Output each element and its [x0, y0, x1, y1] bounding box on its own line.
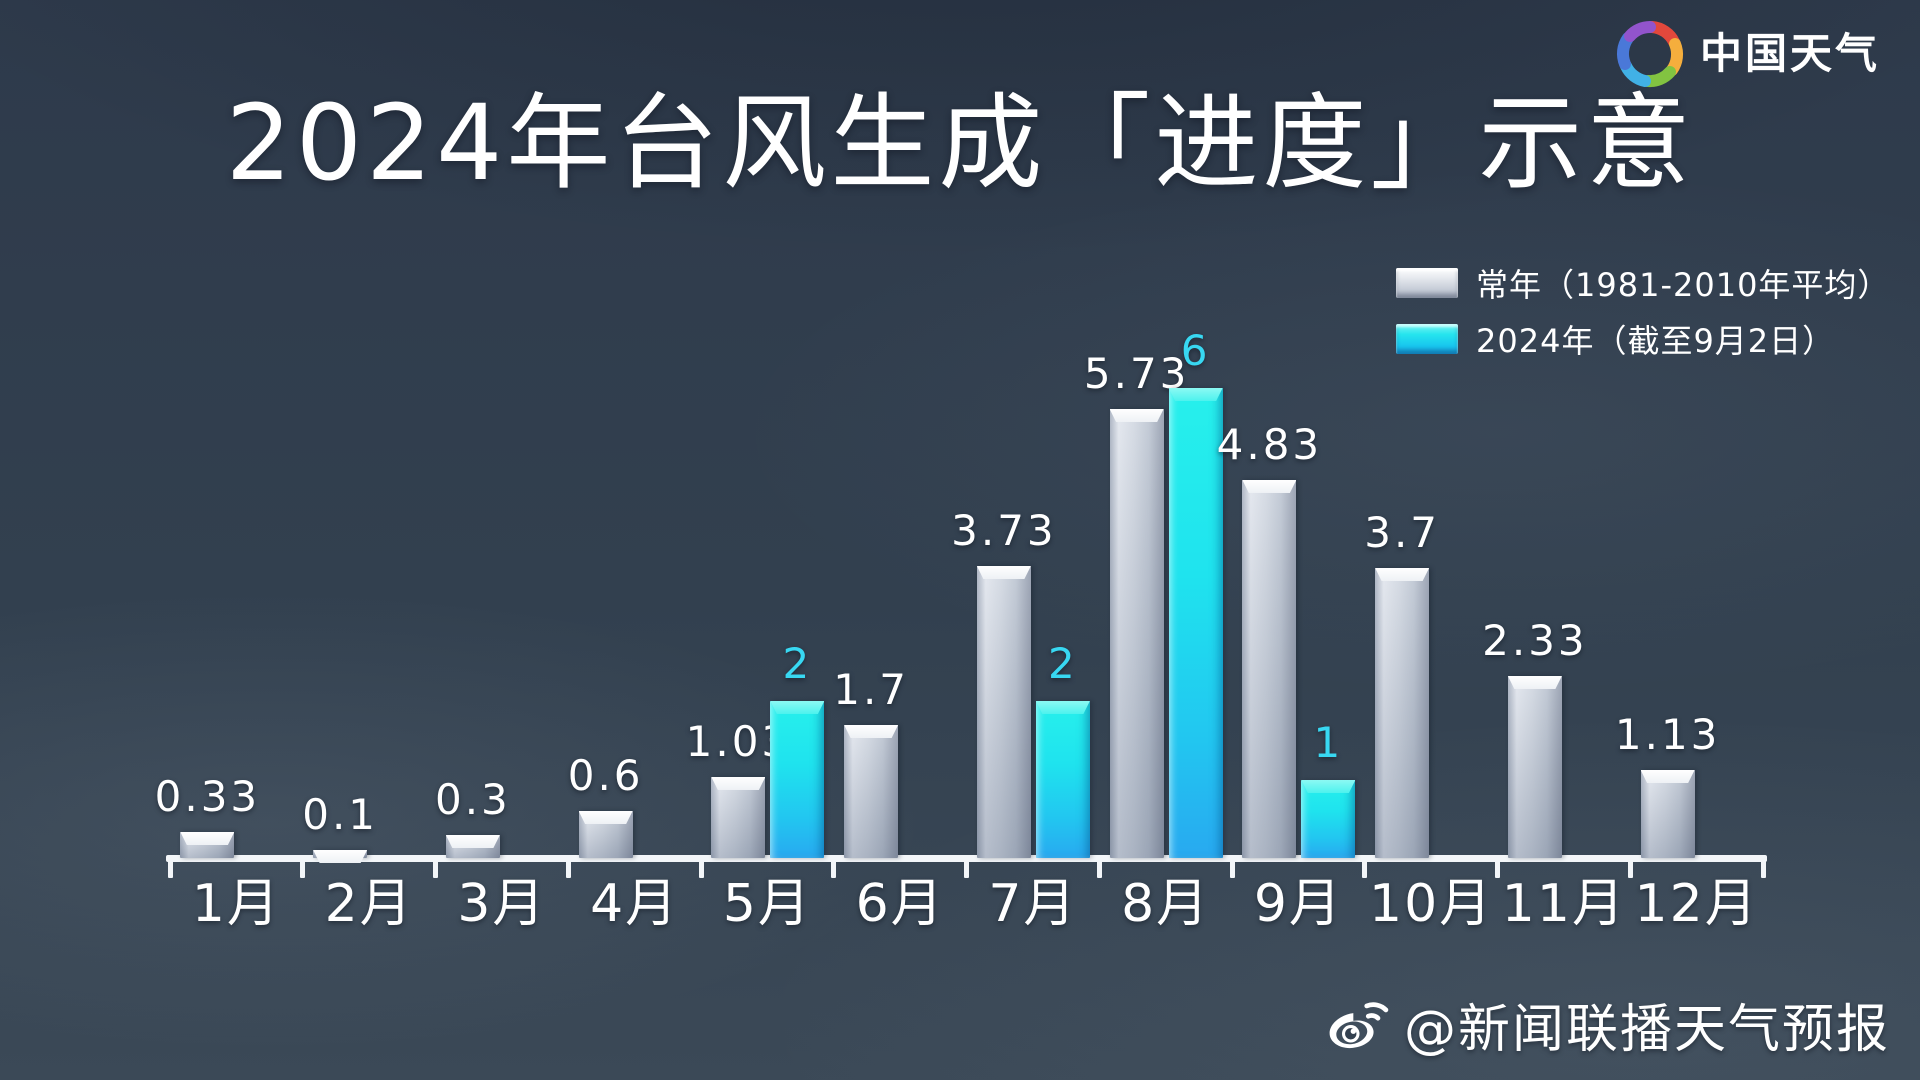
bar-top-bevel	[1507, 676, 1562, 689]
bar-changnian-5月	[711, 777, 766, 858]
bar-2024-8月	[1168, 388, 1223, 858]
weibo-icon	[1329, 1001, 1389, 1048]
bar-top-bevel	[180, 832, 235, 845]
bar-changnian-8月	[1109, 409, 1164, 858]
month-label-1月: 1月	[191, 874, 281, 934]
x-axis-tick	[167, 856, 173, 878]
bar-changnian-3月	[445, 835, 500, 858]
x-axis-tick	[831, 856, 837, 878]
x-axis-tick	[1096, 856, 1102, 878]
value-label-changnian: 1.13	[1614, 710, 1721, 759]
legend-item-changnian: 常年（1981-2010年平均）	[1396, 266, 1890, 304]
value-label-changnian: 3.73	[951, 506, 1057, 555]
bar-changnian-12月	[1640, 770, 1695, 858]
x-axis-tick	[964, 856, 969, 878]
bar-changnian-4月	[578, 811, 633, 858]
month-label-5月: 5月	[722, 874, 812, 934]
month-label-12月: 12月	[1634, 874, 1759, 934]
watermark-text: @新闻联播天气预报	[1403, 1000, 1890, 1060]
month-label-7月: 7月	[988, 874, 1078, 934]
x-axis-tick	[1627, 856, 1633, 878]
month-label-11月: 11月	[1501, 874, 1626, 934]
bar-changnian-1月	[180, 832, 235, 858]
x-axis-tick	[300, 856, 306, 878]
x-axis-tick	[565, 856, 571, 878]
legend-label: 常年（1981-2010年平均）	[1476, 266, 1891, 304]
month-label-8月: 8月	[1121, 874, 1211, 934]
value-label-2024: 6	[1180, 326, 1211, 375]
bar-top-bevel	[1035, 701, 1090, 714]
bar-top-bevel	[1168, 388, 1223, 401]
weibo-watermark: @新闻联播天气预报	[1326, 987, 1890, 1062]
bar-changnian-2月	[313, 850, 368, 863]
bar-top-bevel	[313, 850, 368, 863]
bar-top-bevel	[844, 725, 899, 738]
value-label-changnian: 2.33	[1482, 616, 1588, 665]
month-label-6月: 6月	[855, 874, 945, 934]
bar-top-bevel	[976, 566, 1031, 579]
bar-top-bevel	[1242, 480, 1297, 493]
bar-changnian-10月	[1375, 568, 1430, 858]
x-axis-tick	[698, 856, 704, 878]
pinwheel-icon	[1616, 21, 1683, 88]
value-label-changnian: 1.7	[833, 665, 910, 714]
page-title: 2024年台风生成「进度」示意	[225, 82, 1695, 204]
logo-text: 中国天气	[1699, 29, 1880, 78]
bar-top-bevel	[1301, 780, 1356, 793]
legend-item-2024: 2024年（截至9月2日）	[1396, 322, 1890, 360]
month-label-9月: 9月	[1253, 874, 1343, 934]
month-label-10月: 10月	[1369, 874, 1494, 934]
value-label-changnian: 3.7	[1364, 508, 1441, 557]
bar-2024-5月	[770, 701, 825, 858]
value-label-changnian: 0.33	[154, 772, 261, 821]
china-weather-logo: 中国天气	[1614, 18, 1880, 90]
bar-top-bevel	[1375, 568, 1430, 581]
bar-changnian-9月	[1242, 480, 1297, 858]
value-label-changnian: 0.3	[434, 775, 511, 824]
value-label-2024: 1	[1313, 718, 1344, 767]
bar-top-bevel	[711, 777, 766, 790]
month-label-2月: 2月	[324, 874, 414, 934]
bar-changnian-6月	[844, 725, 899, 858]
value-label-2024: 2	[1048, 639, 1078, 688]
bar-changnian-7月	[976, 566, 1031, 858]
legend: 常年（1981-2010年平均） 2024年（截至9月2日）	[1396, 266, 1890, 378]
bar-2024-7月	[1035, 701, 1090, 858]
x-axis-tick	[1229, 856, 1235, 878]
legend-label: 2024年（截至9月2日）	[1476, 322, 1836, 360]
x-axis-tick	[433, 856, 438, 878]
bar-top-bevel	[770, 701, 825, 714]
bar-top-bevel	[445, 835, 500, 848]
month-label-4月: 4月	[590, 874, 680, 934]
x-axis-tick	[1760, 856, 1766, 878]
legend-swatch-cyan	[1396, 324, 1458, 354]
value-label-changnian: 5.73	[1083, 349, 1190, 398]
value-label-changnian: 0.6	[567, 751, 644, 800]
month-label-3月: 3月	[457, 874, 547, 934]
x-axis-tick	[1362, 856, 1368, 878]
bar-changnian-11月	[1507, 676, 1562, 858]
legend-swatch-gray	[1396, 268, 1458, 298]
x-axis-tick	[1495, 856, 1500, 878]
bar-top-bevel	[1109, 409, 1164, 422]
bar-2024-9月	[1301, 780, 1356, 858]
value-label-changnian: 4.83	[1216, 420, 1323, 469]
bar-top-bevel	[578, 811, 633, 824]
value-label-2024: 2	[782, 639, 813, 688]
value-label-changnian: 0.1	[302, 790, 379, 839]
bar-top-bevel	[1640, 770, 1695, 783]
